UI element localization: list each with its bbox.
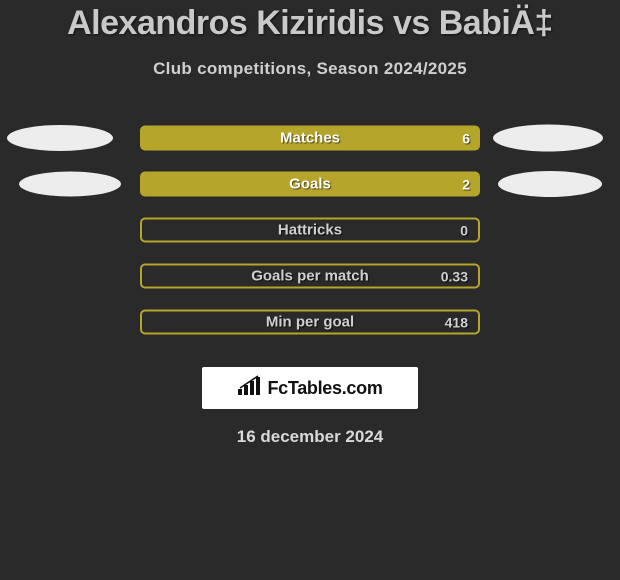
metric-bar-goals-per-match: Goals per match 0.33 (140, 264, 480, 289)
metric-bar-min-per-goal: Min per goal 418 (140, 310, 480, 335)
metric-value: 6 (462, 130, 470, 146)
page-title: Alexandros Kiziridis vs BabiÄ‡ (0, 4, 620, 43)
metric-value: 0.33 (441, 268, 468, 284)
metric-row: Min per goal 418 (0, 299, 620, 345)
metric-value: 2 (462, 176, 470, 192)
player-left-ellipse (7, 125, 113, 151)
comparison-infographic: Alexandros Kiziridis vs BabiÄ‡ Club comp… (0, 0, 620, 580)
metric-bar-hattricks: Hattricks 0 (140, 218, 480, 243)
player-right-ellipse (498, 171, 602, 197)
metric-label: Matches (140, 130, 480, 147)
metric-label: Goals (140, 176, 480, 193)
metric-value: 0 (460, 222, 468, 238)
metric-row: Matches 6 (0, 115, 620, 161)
bars-icon (237, 375, 263, 402)
metric-row: Goals 2 (0, 161, 620, 207)
metrics-list: Matches 6 Goals 2 Hattricks 0 Goals per … (0, 115, 620, 345)
player-left-ellipse (19, 172, 121, 197)
metric-row: Goals per match 0.33 (0, 253, 620, 299)
subtitle: Club competitions, Season 2024/2025 (0, 59, 620, 79)
metric-bar-goals: Goals 2 (140, 172, 480, 197)
metric-label: Hattricks (142, 222, 478, 239)
brand-text: FcTables.com (267, 378, 382, 399)
metric-label: Min per goal (142, 314, 478, 331)
metric-row: Hattricks 0 (0, 207, 620, 253)
metric-label: Goals per match (142, 268, 478, 285)
date-caption: 16 december 2024 (0, 427, 620, 447)
brand-badge: FcTables.com (202, 367, 418, 409)
metric-value: 418 (445, 314, 468, 330)
player-right-ellipse (493, 125, 603, 152)
metric-bar-matches: Matches 6 (140, 126, 480, 151)
